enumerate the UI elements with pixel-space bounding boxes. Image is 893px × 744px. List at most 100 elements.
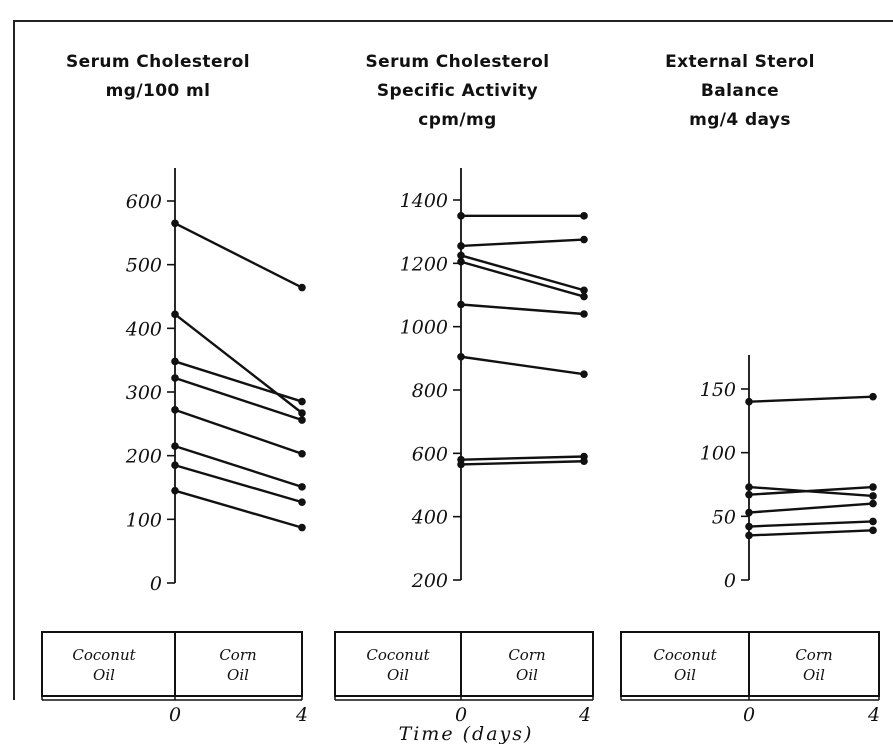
y-tick-label: 400 [125, 318, 162, 340]
series-line [460, 303, 585, 316]
series-line [174, 360, 303, 403]
coconut-oil-label: Coconut [72, 646, 136, 664]
panel-3-condition-box: Coconut Oil Corn Oil [620, 631, 880, 697]
condition-box-frame [334, 631, 594, 697]
series-line [748, 529, 874, 537]
x-tick-label: 0 [455, 704, 467, 726]
data-point [745, 508, 753, 517]
panel-1-title-line: Serum Cholesterol [66, 52, 250, 72]
plot-layer: 0 100 200 300 400 500 600 200 400 600 800 1000 1200 1… [125, 168, 877, 595]
y-tick-label: 600 [126, 191, 162, 213]
series-line [748, 502, 874, 514]
panel-3-title-line: External Sterol [665, 52, 815, 72]
corn-oil-label: Oil [803, 666, 825, 684]
x-tick-label: 4 [867, 704, 880, 726]
y-tick-label: 1000 [400, 317, 448, 339]
data-point [171, 357, 179, 366]
data-point [457, 257, 465, 266]
x-axis-title: Time (days) [399, 723, 534, 744]
corn-oil-label: Corn [795, 646, 832, 664]
data-point [171, 374, 179, 382]
series-line [460, 260, 585, 298]
panel-3-time-axis: 0 4 [620, 686, 880, 726]
data-point [171, 442, 179, 450]
series-line [460, 238, 585, 248]
data-point [869, 526, 877, 535]
data-point [745, 483, 753, 491]
x-tick-label: 0 [169, 704, 181, 726]
data-point [580, 235, 588, 244]
y-tick-label: 500 [126, 255, 162, 277]
coconut-oil-label: Oil [93, 666, 115, 684]
data-point [298, 449, 306, 458]
series-line [748, 485, 874, 496]
data-point [745, 490, 753, 499]
series-line [460, 460, 585, 466]
series-line [460, 455, 585, 461]
data-point [745, 531, 753, 540]
data-point [580, 286, 588, 295]
series-line [460, 254, 585, 292]
data-point [457, 352, 465, 361]
data-point [869, 392, 877, 401]
panel-1-condition-box: Coconut Oil Corn Oil [41, 631, 303, 697]
corn-oil-label: Corn [219, 646, 256, 664]
panel-1-time-axis: 0 4 [41, 686, 308, 726]
corn-oil-label: Oil [227, 666, 249, 684]
data-point [580, 457, 588, 466]
series-line [174, 222, 303, 289]
panel-3-title: External Sterol Balance mg/4 days [620, 48, 860, 135]
series-line [174, 464, 303, 504]
data-point [171, 406, 179, 414]
y-tick-label: 0 [150, 573, 162, 595]
data-point [457, 460, 465, 469]
data-point [457, 212, 465, 220]
series-line [748, 395, 874, 403]
series-line [174, 444, 303, 489]
data-point [869, 492, 877, 500]
coconut-oil-label: Oil [387, 666, 409, 684]
series-line [460, 355, 585, 376]
y-tick-label: 200 [125, 446, 162, 468]
condition-box-frame [41, 631, 303, 697]
y-tick-label: 50 [712, 506, 736, 528]
data-point [869, 517, 877, 526]
series-line [174, 376, 303, 422]
data-point [171, 486, 179, 495]
y-tick-label: 1200 [400, 253, 448, 275]
data-point [580, 370, 588, 378]
y-tick-label: 200 [411, 570, 448, 592]
y-tick-label: 1400 [400, 190, 448, 212]
data-point [457, 251, 465, 260]
y-tick-label: 100 [700, 443, 736, 465]
panel-2-time-axis: 0 4 [334, 686, 594, 726]
data-point [580, 212, 588, 220]
data-point [298, 498, 306, 506]
y-tick-label: 100 [126, 509, 162, 531]
panel-3-title-line: Balance [700, 81, 780, 101]
coconut-oil-label: Oil [674, 666, 696, 684]
data-point [869, 499, 877, 508]
coconut-oil-label: Coconut [366, 646, 430, 664]
series-line [174, 489, 303, 529]
x-tick-label: 4 [578, 704, 591, 726]
data-point [298, 483, 306, 491]
panel-1-title-line: mg/100 ml [105, 81, 211, 101]
data-point [298, 409, 306, 417]
data-point [298, 397, 306, 406]
figure-frame-left [13, 20, 15, 700]
data-point [171, 461, 179, 470]
data-point [745, 522, 753, 531]
data-point [298, 416, 306, 424]
y-tick-label: 400 [411, 507, 448, 529]
y-tick-label: 800 [412, 380, 448, 402]
data-point [171, 219, 179, 228]
panel-2-title-line: cpm/mg [418, 110, 497, 130]
y-tick-label: 300 [126, 382, 162, 404]
y-tick-label: 600 [412, 443, 448, 465]
data-point [580, 310, 588, 318]
data-point [457, 242, 465, 250]
data-point [298, 283, 306, 292]
series-line [174, 313, 303, 414]
corn-oil-label: Corn [508, 646, 545, 664]
